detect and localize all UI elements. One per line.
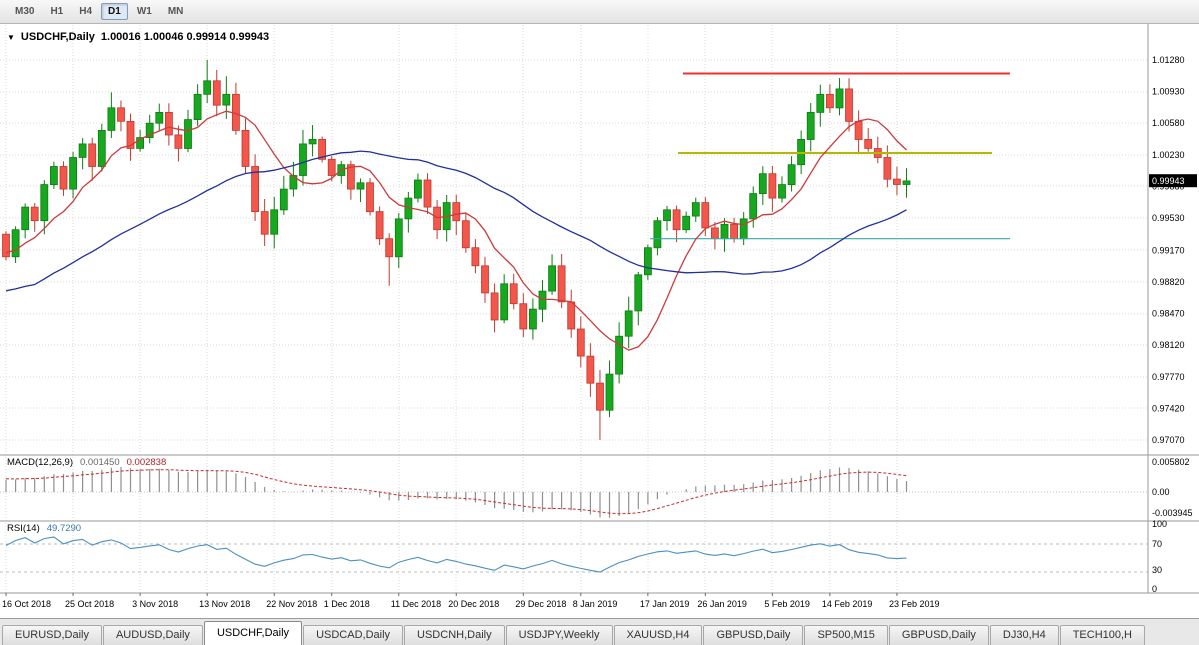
chart-tab-usdjpy-weekly[interactable]: USDJPY,Weekly (505, 625, 613, 645)
horizontal-lines[interactable] (650, 72, 1010, 240)
svg-text:0.98470: 0.98470 (1152, 309, 1185, 319)
svg-text:0.97070: 0.97070 (1152, 435, 1185, 445)
chart-tab-usdcnh-daily[interactable]: USDCNH,Daily (404, 625, 505, 645)
chart-tab-usdchf-daily[interactable]: USDCHF,Daily (203, 621, 303, 645)
price-axis[interactable]: 1.012801.009301.005801.002300.998800.995… (1152, 55, 1193, 594)
svg-text:0.00: 0.00 (1152, 487, 1170, 497)
svg-text:0.98120: 0.98120 (1152, 340, 1185, 350)
svg-text:0.98820: 0.98820 (1152, 277, 1185, 287)
chart-tab-tech100-h[interactable]: TECH100,H (1059, 625, 1145, 645)
svg-text:1.00230: 1.00230 (1152, 150, 1185, 160)
svg-text:-0.003945: -0.003945 (1152, 508, 1193, 518)
chart-tab-usdcad-daily[interactable]: USDCAD,Daily (303, 625, 404, 645)
symbol-dropdown-icon[interactable]: ▼ (7, 32, 15, 42)
chart-tab-dj30-h4[interactable]: DJ30,H4 (989, 625, 1059, 645)
svg-text:22 Nov 2018: 22 Nov 2018 (266, 599, 317, 609)
svg-text:17 Jan 2019: 17 Jan 2019 (640, 599, 690, 609)
rsi-series (5, 536, 907, 573)
grid (0, 25, 1148, 593)
svg-text:11 Dec 2018: 11 Dec 2018 (391, 599, 441, 609)
svg-text:0: 0 (1152, 584, 1157, 594)
timeframe-button-h4[interactable]: H4 (79, 6, 93, 17)
svg-text:0.99943: 0.99943 (1152, 176, 1185, 186)
timeframe-button-h1[interactable]: H1 (50, 6, 64, 17)
pane-dividers (0, 24, 1199, 594)
svg-text:0.005802: 0.005802 (1152, 457, 1190, 467)
timeframe-button-mn[interactable]: MN (167, 6, 184, 17)
timeframe-button-d1[interactable]: D1 (101, 3, 128, 20)
svg-text:1.00930: 1.00930 (1152, 87, 1185, 97)
svg-text:0.97770: 0.97770 (1152, 372, 1185, 382)
svg-text:26 Jan 2019: 26 Jan 2019 (697, 599, 747, 609)
chart-tabbar: EURUSD,Daily AUDUSD,Daily USDCHF,Daily USDC… (0, 618, 1199, 645)
chart-tab-gbpusd-daily[interactable]: GBPUSD,Daily (703, 625, 804, 645)
timeframe-button-w1[interactable]: W1 (136, 6, 152, 17)
chart-canvas[interactable]: 1.012801.009301.005801.002300.998800.995… (0, 24, 1199, 618)
timeframe-toolbar: M30 H1 H4 D1 W1 MN (0, 0, 1199, 24)
svg-text:1.01280: 1.01280 (1152, 55, 1185, 65)
svg-text:30: 30 (1152, 565, 1162, 575)
macd-series (5, 467, 908, 518)
chart-tab-gbpusd-daily[interactable]: GBPUSD,Daily (888, 625, 989, 645)
chart-tab-audusd-daily[interactable]: AUDUSD,Daily (102, 625, 203, 645)
chart-tab-eurusd-daily[interactable]: EURUSD,Daily (2, 625, 102, 645)
ma-fast (5, 110, 907, 351)
chart-tab-xauusd-h4[interactable]: XAUUSD,H4 (613, 625, 703, 645)
svg-text:25 Oct 2018: 25 Oct 2018 (65, 599, 114, 609)
ma-slow (5, 150, 907, 292)
svg-text:1.00580: 1.00580 (1152, 118, 1185, 128)
svg-text:0.99530: 0.99530 (1152, 213, 1185, 223)
svg-text:5 Feb 2019: 5 Feb 2019 (764, 599, 810, 609)
chart-tab-sp500-m15[interactable]: SP500,M15 (804, 625, 888, 645)
svg-text:3 Nov 2018: 3 Nov 2018 (132, 599, 178, 609)
svg-text:20 Dec 2018: 20 Dec 2018 (448, 599, 499, 609)
svg-text:23 Feb 2019: 23 Feb 2019 (889, 599, 940, 609)
svg-text:0.97420: 0.97420 (1152, 403, 1185, 413)
svg-text:70: 70 (1152, 539, 1162, 549)
time-axis[interactable]: 16 Oct 2018 25 Oct 2018 3 Nov 2018 13 Nov 2… (2, 593, 939, 609)
svg-text:16 Oct 2018: 16 Oct 2018 (2, 599, 51, 609)
svg-text:1 Dec 2018: 1 Dec 2018 (324, 599, 370, 609)
svg-text:13 Nov 2018: 13 Nov 2018 (199, 599, 250, 609)
timeframe-button-m30[interactable]: M30 (15, 6, 35, 17)
svg-text:29 Dec 2018: 29 Dec 2018 (515, 599, 566, 609)
svg-text:100: 100 (1152, 519, 1167, 529)
svg-text:8 Jan 2019: 8 Jan 2019 (573, 599, 618, 609)
svg-text:14 Feb 2019: 14 Feb 2019 (822, 599, 873, 609)
moving-averages (5, 110, 907, 351)
chart-region: 1.012801.009301.005801.002300.998800.995… (0, 24, 1199, 618)
svg-text:0.99170: 0.99170 (1152, 245, 1185, 255)
macd-signal-line (5, 469, 907, 515)
current-price-label: 0.99943 (1149, 174, 1197, 188)
